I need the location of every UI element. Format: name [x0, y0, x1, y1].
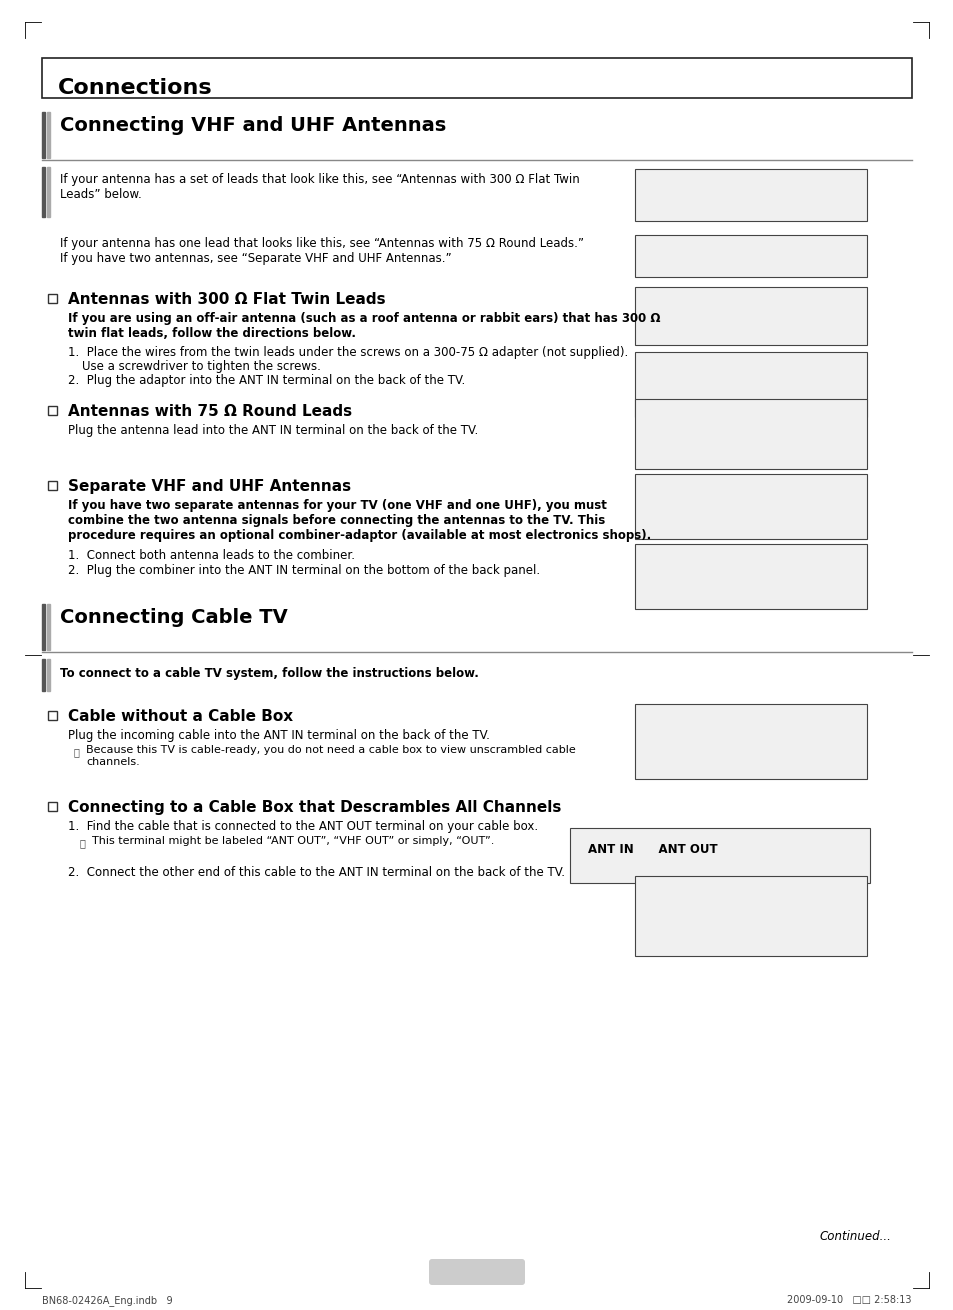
Text: If your antenna has a set of leads that look like this, see “Antennas with 300 Ω: If your antenna has a set of leads that …	[60, 173, 579, 200]
Text: Continued...: Continued...	[820, 1230, 891, 1243]
Bar	[42, 111, 45, 159]
Text: 1.  Place the wires from the twin leads under the screws on a 300-75 Ω adapter (: 1. Place the wires from the twin leads u…	[68, 346, 628, 359]
Bar	[48, 406, 57, 415]
Bar	[635, 400, 866, 469]
Bar	[47, 166, 50, 217]
Bar	[47, 604, 50, 650]
Bar	[569, 828, 869, 883]
Text: Plug the antenna lead into the ANT IN terminal on the back of the TV.: Plug the antenna lead into the ANT IN te…	[68, 424, 477, 438]
Text: 2009-09-10   □□ 2:58:13: 2009-09-10 □□ 2:58:13	[786, 1296, 911, 1305]
Bar	[48, 802, 57, 811]
Text: 2.  Plug the adaptor into the ANT IN terminal on the back of the TV.: 2. Plug the adaptor into the ANT IN term…	[68, 373, 465, 386]
Bar	[635, 287, 866, 345]
Bar	[42, 659, 45, 690]
Text: Connecting Cable TV: Connecting Cable TV	[60, 608, 288, 627]
Text: Antennas with 300 Ω Flat Twin Leads: Antennas with 300 Ω Flat Twin Leads	[68, 292, 385, 307]
Text: 2.  Plug the combiner into the ANT IN terminal on the bottom of the back panel.: 2. Plug the combiner into the ANT IN ter…	[68, 565, 539, 576]
Bar	[47, 659, 50, 690]
Bar	[48, 293, 57, 303]
Bar	[42, 166, 45, 217]
Text: Ⓜ: Ⓜ	[74, 747, 80, 757]
Text: 1.  Find the cable that is connected to the ANT OUT terminal on your cable box.: 1. Find the cable that is connected to t…	[68, 820, 537, 833]
Text: To connect to a cable TV system, follow the instructions below.: To connect to a cable TV system, follow …	[60, 667, 478, 680]
Bar	[42, 604, 45, 650]
Text: English - 9: English - 9	[447, 1262, 506, 1271]
Text: Ⓜ: Ⓜ	[80, 838, 86, 848]
Bar	[635, 169, 866, 221]
Bar	[48, 711, 57, 720]
Text: This terminal might be labeled “ANT OUT”, “VHF OUT” or simply, “OUT”.: This terminal might be labeled “ANT OUT”…	[91, 836, 494, 846]
Text: 2.  Connect the other end of this cable to the ANT IN terminal on the back of th: 2. Connect the other end of this cable t…	[68, 866, 564, 879]
Bar	[47, 111, 50, 159]
Text: 1.  Connect both antenna leads to the combiner.: 1. Connect both antenna leads to the com…	[68, 549, 355, 562]
Text: If your antenna has one lead that looks like this, see “Antennas with 75 Ω Round: If your antenna has one lead that looks …	[60, 237, 583, 250]
Text: Use a screwdriver to tighten the screws.: Use a screwdriver to tighten the screws.	[82, 360, 320, 373]
Text: Cable without a Cable Box: Cable without a Cable Box	[68, 709, 293, 724]
Text: Separate VHF and UHF Antennas: Separate VHF and UHF Antennas	[68, 479, 351, 494]
Bar	[635, 703, 866, 779]
Bar	[635, 876, 866, 956]
Bar	[42, 58, 911, 98]
Text: BN68-02426A_Eng.indb   9: BN68-02426A_Eng.indb 9	[42, 1296, 172, 1306]
Bar	[635, 474, 866, 538]
Text: If you have two separate antennas for your TV (one VHF and one UHF), you must
co: If you have two separate antennas for yo…	[68, 499, 651, 542]
Text: Connecting to a Cable Box that Descrambles All Channels: Connecting to a Cable Box that Descrambl…	[68, 800, 560, 815]
Text: Connecting VHF and UHF Antennas: Connecting VHF and UHF Antennas	[60, 117, 446, 135]
Bar	[635, 352, 866, 417]
Bar	[635, 544, 866, 609]
Text: If you are using an off-air antenna (such as a roof antenna or rabbit ears) that: If you are using an off-air antenna (suc…	[68, 312, 659, 341]
Bar	[48, 481, 57, 490]
Text: Antennas with 75 Ω Round Leads: Antennas with 75 Ω Round Leads	[68, 403, 352, 419]
Text: ANT IN      ANT OUT: ANT IN ANT OUT	[587, 844, 717, 855]
Text: Connections: Connections	[58, 79, 213, 98]
Bar	[635, 234, 866, 276]
Text: If you have two antennas, see “Separate VHF and UHF Antennas.”: If you have two antennas, see “Separate …	[60, 252, 451, 265]
Text: Because this TV is cable-ready, you do not need a cable box to view unscrambled : Because this TV is cable-ready, you do n…	[86, 745, 576, 766]
FancyBboxPatch shape	[429, 1259, 524, 1285]
Text: Plug the incoming cable into the ANT IN terminal on the back of the TV.: Plug the incoming cable into the ANT IN …	[68, 728, 489, 741]
